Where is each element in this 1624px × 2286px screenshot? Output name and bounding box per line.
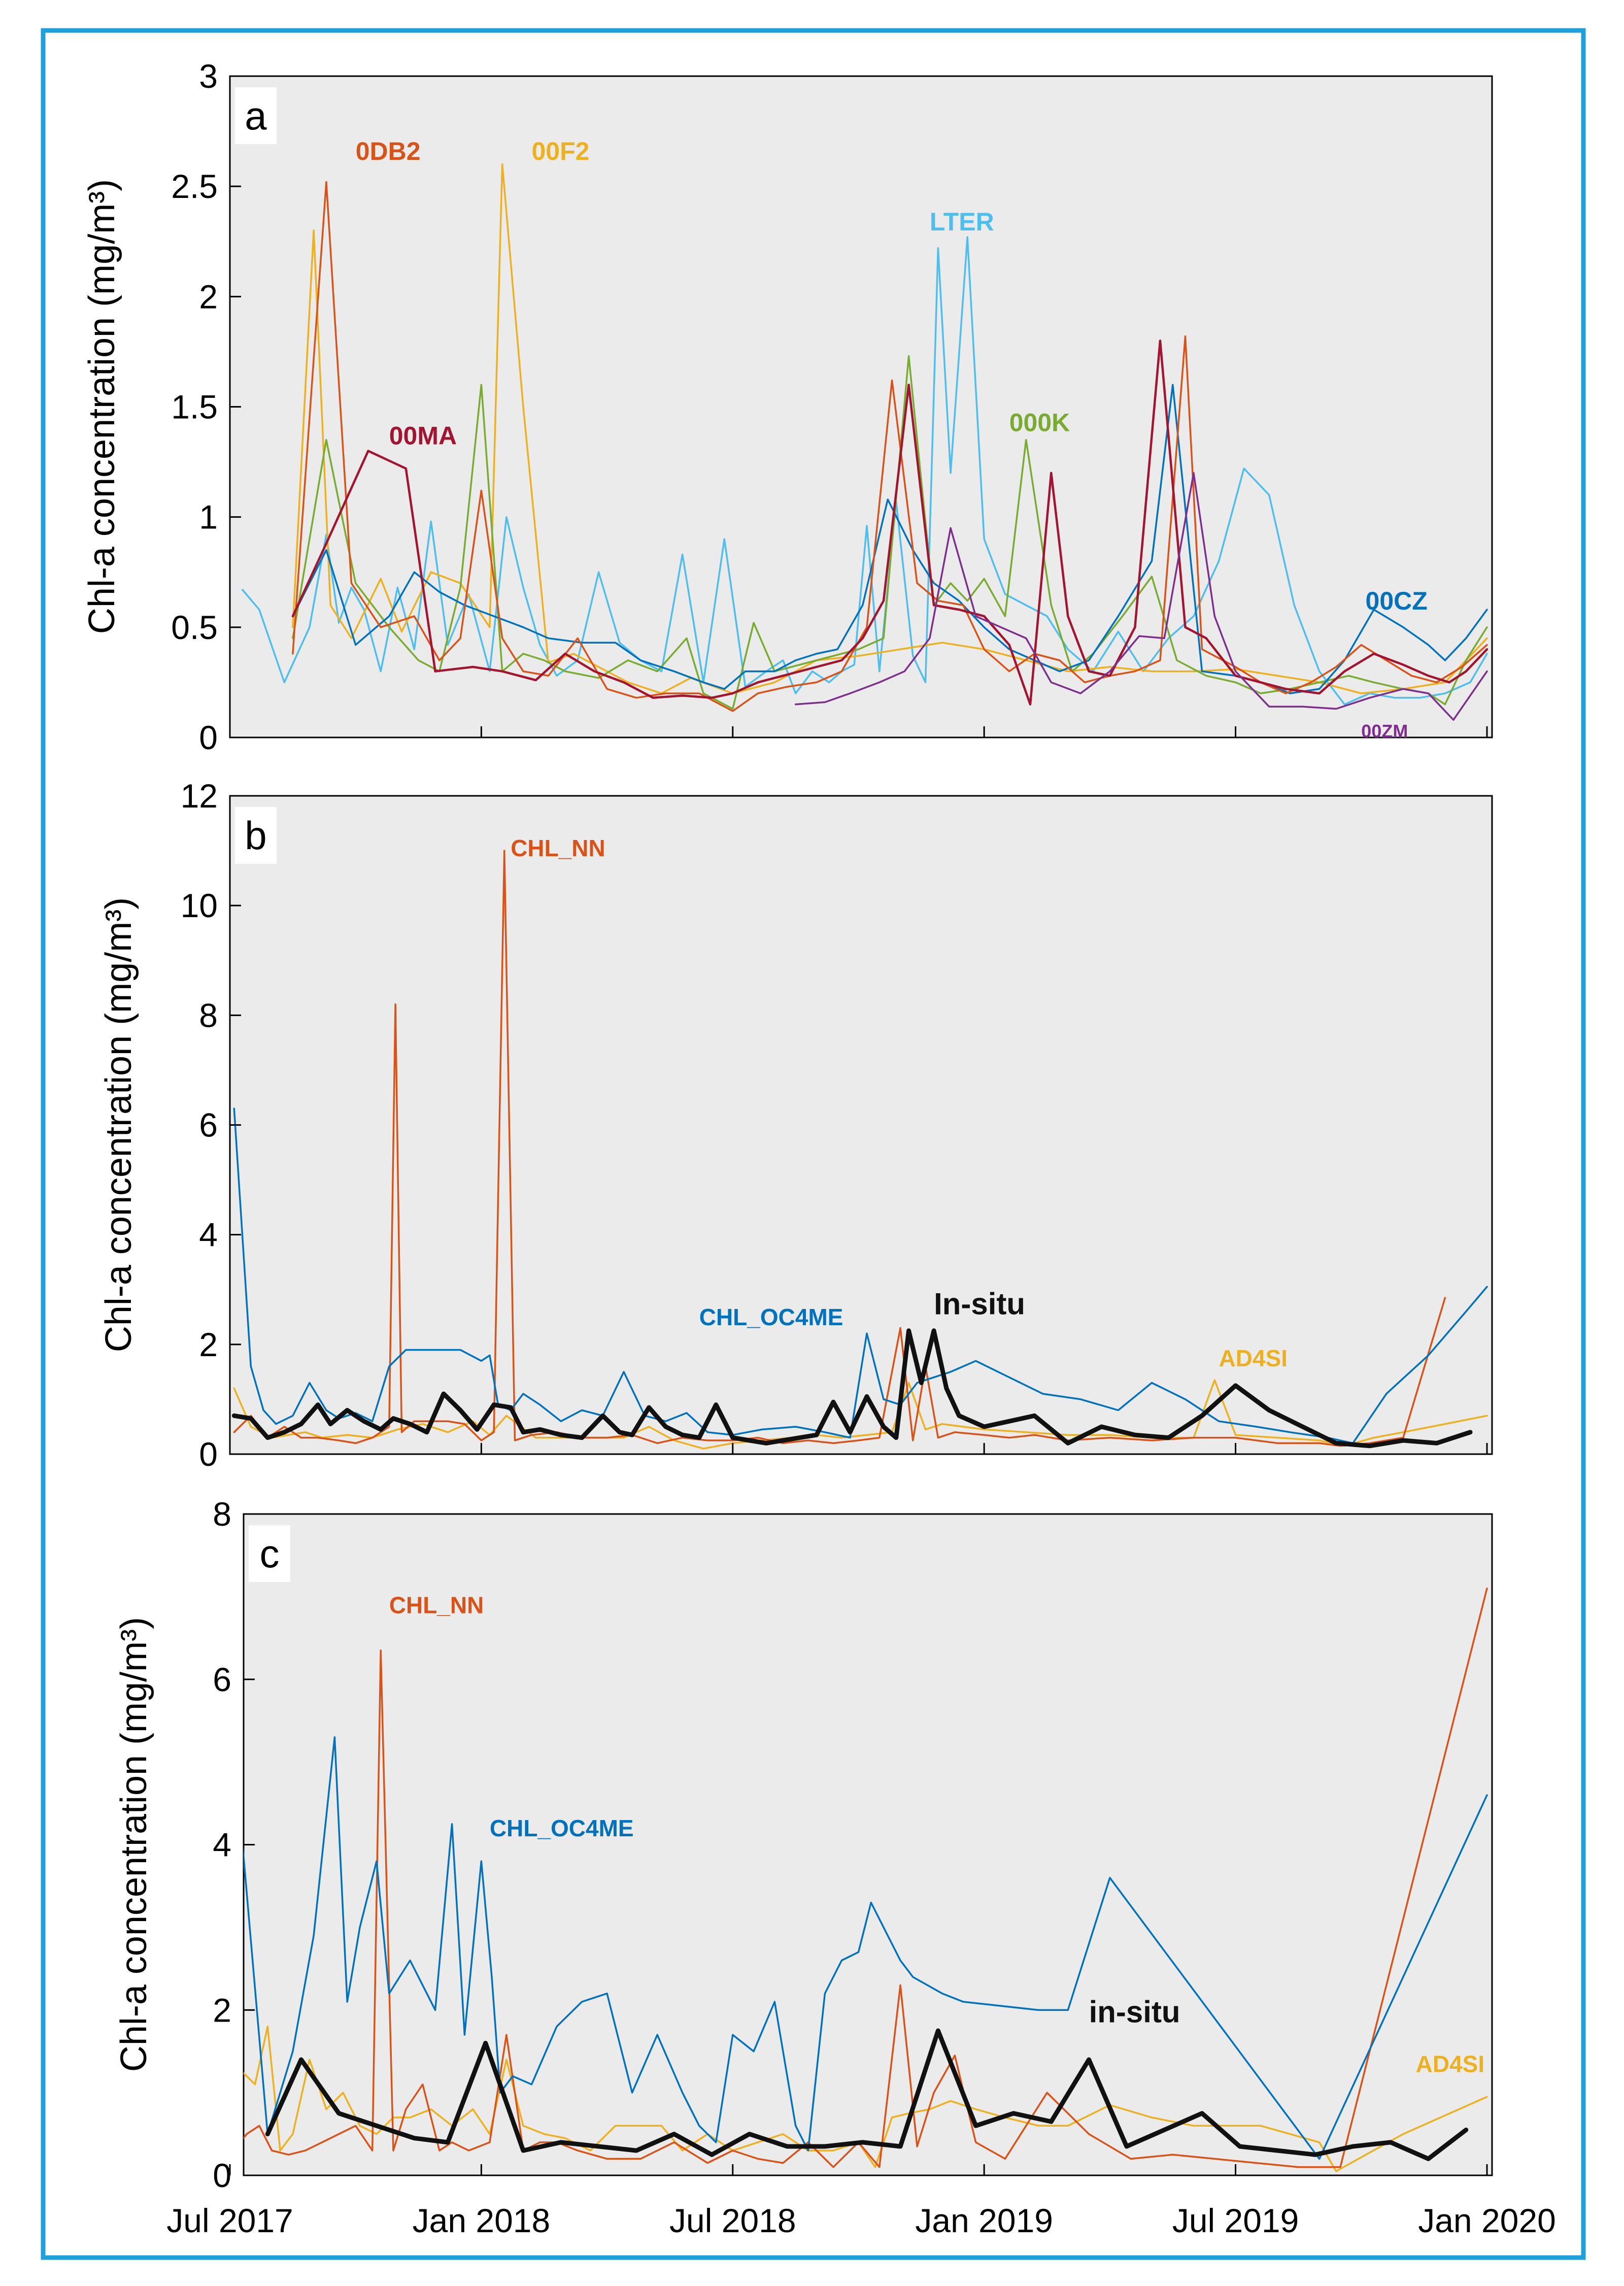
- panel-a-series-000k: [292, 355, 1488, 710]
- panel-c-x-tick-label: Jul 2018: [669, 2202, 796, 2239]
- panel-c-x-tick-label: Jul 2019: [1172, 2202, 1299, 2239]
- panel-a-y-tick-label: 2: [199, 278, 218, 315]
- panel-b-label-chl-oc4me: CHL_OC4ME: [699, 1304, 843, 1330]
- panel-a-label-lter: LTER: [930, 208, 994, 236]
- panel-a-y-tick-label: 3: [199, 57, 218, 95]
- panel-b-y-tick-label: 8: [199, 996, 218, 1034]
- panel-a-letter-box: [235, 87, 277, 144]
- panel-a-label-000k: 000K: [1009, 408, 1070, 436]
- panel-a-y-tick-label: 0: [199, 719, 218, 756]
- panel-a-x-ticks: [229, 726, 1488, 737]
- panel-a-y-tick-label: 0.5: [171, 609, 218, 646]
- panel-a-letter: a: [245, 93, 267, 138]
- panel-a-label-00ma: 00MA: [389, 421, 457, 450]
- panel-b-y-tick-label: 2: [199, 1326, 218, 1363]
- panel-b-y-ticks: 0 2 4 6 8 10 12: [181, 777, 241, 1473]
- panel-c-label-chl-oc4me: CHL_OC4ME: [490, 1815, 634, 1841]
- panel-b-letter-box: [235, 807, 277, 864]
- panel-c-letter: c: [260, 1531, 280, 1576]
- panel-a-annotations: 0DB2 00F2 LTER 00MA 000K 00CZ 00ZM: [356, 137, 1428, 742]
- panel-c-label-chl-nn: CHL_NN: [389, 1592, 484, 1618]
- panel-c-x-tick-label: Jan 2020: [1418, 2202, 1556, 2239]
- panel-a-y-axis-label: Chl-a concentration (mg/m³): [82, 179, 122, 634]
- panel-c-label-ad4si: AD4SI: [1416, 2050, 1484, 2077]
- panel-c-y-tick-label: 8: [213, 1495, 231, 1533]
- panel-b-series: [231, 850, 1488, 1450]
- panel-b-y-tick-label: 0: [199, 1435, 218, 1473]
- panel-c-y-axis-label: Chl-a concentration (mg/m³): [114, 1617, 154, 2072]
- panel-b-y-tick-label: 12: [181, 777, 218, 815]
- panel-c-label-in-situ: in-situ: [1089, 1995, 1180, 2029]
- panel-c-plot-area: [243, 1513, 1493, 2176]
- panel-c-y-ticks: 0 2 4 6 8: [213, 1495, 255, 2194]
- panel-c-x-tick-label: Jan 2019: [915, 2202, 1053, 2239]
- figure-frame: [41, 28, 1586, 2260]
- panel-b-series-in-situ: [231, 1328, 1473, 1449]
- panel-c-y-tick-label: 2: [213, 1991, 231, 2029]
- panel-b-letter: b: [245, 813, 266, 858]
- panel-a-y-ticks: 0 0.5 1 1.5 2 2.5 3: [171, 57, 241, 756]
- panel-b-series-chl-oc4me: [233, 1107, 1488, 1444]
- panel-c-series-chl-nn: [244, 1587, 1488, 2168]
- panel-c-series: [244, 1587, 1488, 2172]
- panel-b-label-ad4si: AD4SI: [1219, 1345, 1288, 1371]
- panel-c-annotations: CHL_NN CHL_OC4ME in-situ AD4SI: [389, 1592, 1484, 2077]
- panel-c-y-tick-label: 0: [213, 2157, 231, 2194]
- panel-b-y-axis-label: Chl-a concentration (mg/m³): [98, 897, 139, 1352]
- panel-c-x-tick-label: Jan 2018: [413, 2202, 551, 2239]
- panel-a-label-00f2: 00F2: [531, 137, 589, 165]
- panel-a-label-00cz: 00CZ: [1366, 587, 1428, 615]
- panel-a-y-tick-label: 1.5: [171, 388, 218, 426]
- panel-a-series-00ma: [291, 339, 1488, 706]
- panel-c-series-chl-oc4me: [244, 1736, 1488, 2160]
- panel-b-y-tick-label: 10: [181, 887, 218, 924]
- panel-a-series-lter: [242, 236, 1488, 705]
- panel-a-series: [242, 163, 1488, 721]
- panel-b-x-ticks: [229, 1443, 1488, 1454]
- panel-a-plot-area: [229, 75, 1493, 738]
- panel-b-label-chl-nn: CHL_NN: [511, 835, 605, 861]
- panel-b-y-tick-label: 4: [199, 1216, 218, 1254]
- panel-b-label-in-situ: In-situ: [934, 1287, 1025, 1321]
- panel-c-series-in-situ: [265, 2028, 1469, 2161]
- panel-c-y-tick-label: 6: [213, 1661, 231, 1698]
- panel-c-x-ticks: Jul 2017 Jan 2018 Jul 2018 Jan 2019 Jul 2019…: [166, 2164, 1556, 2239]
- panel-c-x-tick-label: Jul 2017: [166, 2202, 293, 2239]
- panel-b-annotations: CHL_NN CHL_OC4ME In-situ AD4SI: [511, 835, 1288, 1371]
- panel-a-label-00zm: 00ZM: [1361, 721, 1408, 742]
- panel-a-series-00zm: [794, 472, 1488, 721]
- panel-a-label-0db2: 0DB2: [356, 137, 421, 165]
- panel-c-y-tick-label: 4: [213, 1826, 231, 1864]
- panel-a-y-tick-label: 1: [199, 498, 218, 536]
- panel-c-letter-box: [249, 1525, 290, 1582]
- panel-b-plot-area: [229, 795, 1493, 1455]
- panel-a: 0 0.5 1 1.5 2 2.5 3 0DB2 00F2 LTER 00MA 000K 00CZ 00…: [82, 57, 1493, 756]
- panel-a-y-tick-label: 2.5: [171, 167, 218, 205]
- panel-b-y-tick-label: 6: [199, 1106, 218, 1144]
